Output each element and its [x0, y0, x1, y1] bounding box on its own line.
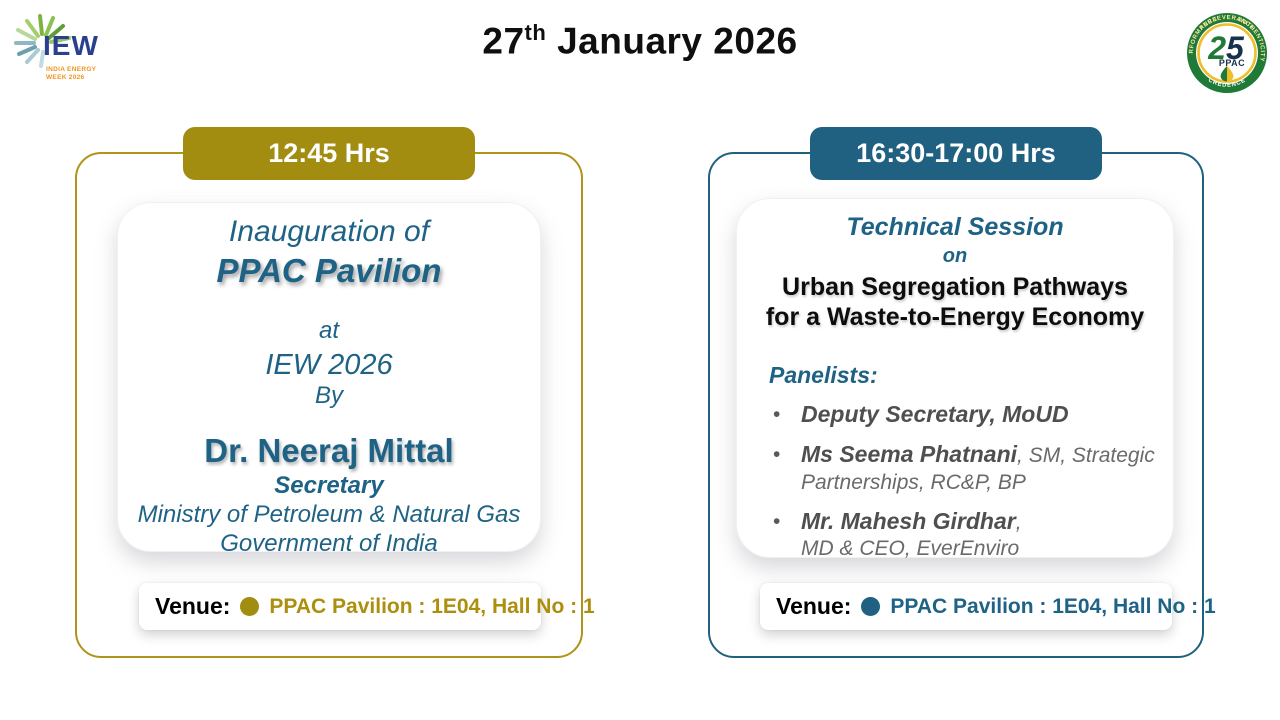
session-by: By — [314, 382, 343, 409]
iew-tagline-line1: INDIA ENERGY — [46, 66, 97, 73]
date-rest: January 2026 — [546, 20, 798, 62]
date-ordinal: th — [524, 20, 547, 45]
speaker-org-line2: Government of India — [220, 530, 438, 557]
panelist-detail-line2: MD & CEO, EverEnviro — [801, 537, 1020, 560]
session-details-panel: Technical Session on Urban Segregation P… — [736, 198, 1174, 560]
session-card-inauguration: 12:45 Hrs Inauguration of PPAC Pavilion … — [75, 127, 595, 658]
venue-text: PPAC Pavilion : 1E04, Hall No : 1 — [890, 594, 1216, 618]
speaker-designation: Secretary — [274, 472, 384, 499]
venue-label: Venue: — [776, 593, 852, 619]
session-topic: Urban Segregation Pathways for a Waste-t… — [765, 273, 1145, 331]
session-type: Technical Session — [846, 213, 1064, 241]
session-title-line2: PPAC Pavilion — [216, 252, 442, 289]
venue-bar: Venue: PPAC Pavilion : 1E04, Hall No : 1 — [760, 583, 1216, 630]
iew-tagline-line2: WEEK 2026 — [46, 74, 85, 82]
panelist-detail: , — [1015, 510, 1022, 534]
svg-text:25: 25 — [1207, 30, 1245, 66]
venue-bar: Venue: PPAC Pavilion : 1E04, Hall No : 1 — [139, 583, 595, 630]
panelist-name: Ms Seema Phatnani — [801, 441, 1018, 468]
panelist-name: Deputy Secretary, MoUD — [801, 401, 1069, 427]
panelist-detail: , SM, Strategic Partnerships, RC&P, BP — [801, 444, 1155, 494]
time-badge: 12:45 Hrs — [183, 127, 475, 180]
iew-logo-acronym: IEW — [43, 30, 99, 61]
bullet-icon: • — [773, 443, 781, 467]
session-event: IEW 2026 — [265, 349, 393, 381]
page-title: 27th January 2026 — [0, 20, 1280, 62]
iew-logo: IEW INDIA ENERGY WEEK 2026 — [13, 10, 123, 92]
session-connector: on — [942, 245, 968, 267]
iew-logo-tagline: INDIA ENERGY WEEK 2026 — [46, 66, 96, 82]
session-at: at — [318, 317, 339, 344]
panelists-list: • Deputy Secretary, MoUD • Ms Seema Phatna… — [769, 400, 1163, 562]
speaker-name: Dr. Neeraj Mittal — [204, 432, 454, 469]
venue-text: PPAC Pavilion : 1E04, Hall No : 1 — [269, 594, 595, 618]
venue-dot-icon — [240, 597, 260, 616]
time-badge: 16:30-17:00 Hrs — [810, 127, 1102, 180]
panelists-label: Panelists: — [769, 362, 878, 388]
venue-dot-icon — [861, 597, 881, 616]
session-details-panel: Inauguration of PPAC Pavilion at IEW 202… — [117, 202, 541, 557]
speaker-org-line1: Ministry of Petroleum & Natural Gas — [137, 501, 521, 528]
venue-label: Venue: — [155, 593, 231, 619]
panelist-item: • Mr. Mahesh Girdhar, MD & CEO, EverEnviro — [769, 507, 1163, 563]
ppac-25-logo: PERFORMANCE PERSEVERANCE AUTHENTICITY CR… — [1186, 12, 1268, 94]
bullet-icon: • — [773, 403, 781, 426]
panelist-name: Mr. Mahesh Girdhar — [801, 507, 1016, 534]
panelist-item: • Ms Seema Phatnani, SM, Strategic Partne… — [769, 440, 1163, 496]
date-day: 27 — [482, 20, 525, 62]
svg-text:PPAC: PPAC — [1219, 58, 1245, 68]
panelist-item: • Deputy Secretary, MoUD — [769, 400, 1163, 429]
iew-starburst-icon — [14, 14, 71, 68]
bullet-icon: • — [773, 509, 781, 533]
session-card-technical: 16:30-17:00 Hrs Technical Session on Urb… — [708, 127, 1216, 658]
session-title-line1: Inauguration of — [228, 215, 430, 248]
ppac-25-logo-icon: PERFORMANCE PERSEVERANCE AUTHENTICITY CR… — [1187, 13, 1267, 93]
